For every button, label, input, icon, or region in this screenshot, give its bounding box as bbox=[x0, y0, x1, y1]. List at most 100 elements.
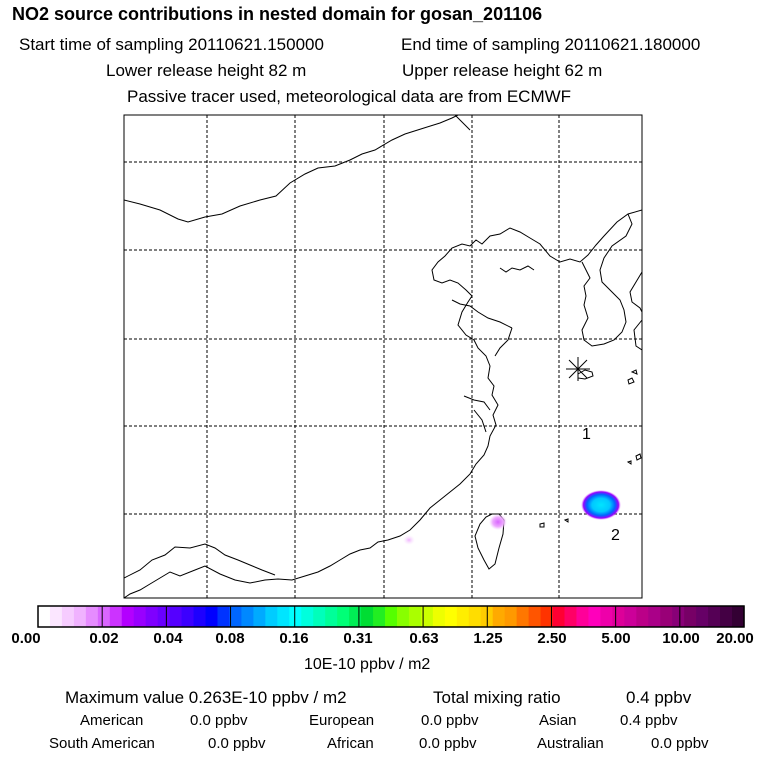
european-label: European bbox=[309, 712, 375, 729]
colorbar-swatch bbox=[193, 606, 207, 627]
colorbar-swatch bbox=[349, 606, 362, 627]
colorbar-tick: 0.08 bbox=[215, 630, 245, 647]
colorbar-swatch bbox=[684, 606, 697, 627]
plume-main bbox=[581, 490, 621, 520]
start-time-label: Start time of sampling 20110621.150000 bbox=[19, 35, 324, 54]
colorbar-swatch bbox=[73, 606, 87, 627]
colorbar-swatch bbox=[169, 606, 183, 627]
lower-release-height: Lower release height 82 m bbox=[106, 61, 307, 80]
colorbar-swatch bbox=[229, 606, 243, 627]
info-line: Passive tracer used, meteorological data… bbox=[127, 87, 572, 106]
total-mixing-value: 0.4 ppbv bbox=[626, 688, 692, 707]
colorbar-swatch bbox=[181, 606, 195, 627]
total-mixing-label: Total mixing ratio bbox=[433, 688, 561, 707]
upper-release-height: Upper release height 62 m bbox=[402, 61, 603, 80]
colorbar-swatch bbox=[121, 606, 135, 627]
colorbar-swatch bbox=[38, 606, 51, 627]
colorbar-swatch bbox=[301, 606, 314, 627]
colorbar-swatch bbox=[468, 606, 482, 627]
map-label-1: 1 bbox=[582, 426, 591, 443]
colorbar-swatch bbox=[516, 606, 530, 627]
colorbar-tick: 10.00 bbox=[662, 630, 700, 647]
colorbar-swatch bbox=[612, 606, 625, 627]
colorbar-swatch bbox=[109, 606, 123, 627]
colorbar-swatch bbox=[217, 606, 231, 627]
colorbar-tick: 0.02 bbox=[89, 630, 119, 647]
european-value: 0.0 ppbv bbox=[421, 712, 479, 729]
end-time-label: End time of sampling 20110621.180000 bbox=[401, 35, 701, 54]
colorbar-swatch bbox=[361, 606, 374, 627]
colorbar-swatch bbox=[564, 606, 578, 627]
colorbar-swatch bbox=[97, 606, 111, 627]
colorbar-swatch bbox=[672, 606, 685, 627]
colorbar-swatch bbox=[49, 606, 63, 627]
colorbar-swatch bbox=[157, 606, 171, 627]
colorbar-swatch bbox=[373, 606, 386, 627]
colorbar-swatch bbox=[277, 606, 290, 627]
map-content bbox=[124, 115, 642, 598]
colorbar-tick: 2.50 bbox=[537, 630, 567, 647]
asian-value: 0.4 ppbv bbox=[620, 712, 678, 729]
colorbar-swatch bbox=[408, 606, 422, 627]
colorbar-tick: 0.16 bbox=[279, 630, 309, 647]
page-title: NO2 source contributions in nested domai… bbox=[12, 4, 543, 24]
colorbar-swatch bbox=[61, 606, 75, 627]
colorbar-unit: 10E-10 ppbv / m2 bbox=[304, 656, 431, 673]
colorbar-swatch bbox=[265, 606, 278, 627]
colorbar-swatch bbox=[624, 606, 637, 627]
colorbar-swatch bbox=[133, 606, 147, 627]
african-value: 0.0 ppbv bbox=[419, 735, 477, 752]
asian-label: Asian bbox=[539, 712, 577, 729]
colorbar-swatch bbox=[696, 606, 709, 627]
african-label: African bbox=[327, 735, 374, 752]
colorbar-swatch bbox=[456, 606, 470, 627]
colorbar-swatch bbox=[504, 606, 518, 627]
plume-faint bbox=[403, 535, 415, 545]
colorbar-swatch bbox=[648, 606, 661, 627]
colorbar-swatch bbox=[385, 606, 398, 627]
south-american-value: 0.0 ppbv bbox=[208, 735, 266, 752]
colorbar-swatch bbox=[552, 606, 566, 627]
graticule bbox=[124, 115, 642, 598]
colorbar-tick: 0.31 bbox=[343, 630, 373, 647]
colorbar-swatch bbox=[396, 606, 410, 627]
australian-label: Australian bbox=[537, 735, 604, 752]
map-border bbox=[123, 114, 643, 599]
colorbar-swatch bbox=[289, 606, 302, 627]
colorbar-swatch bbox=[492, 606, 506, 627]
colorbar-swatch bbox=[85, 606, 99, 627]
max-value-label: Maximum value 0.263E-10 ppbv / m2 bbox=[65, 688, 347, 707]
american-value: 0.0 ppbv bbox=[190, 712, 248, 729]
receptor-star-icon bbox=[566, 357, 590, 381]
south-american-label: South American bbox=[49, 735, 155, 752]
colorbar-swatch bbox=[576, 606, 590, 627]
colorbar-swatch bbox=[241, 606, 254, 627]
colorbar-swatch bbox=[528, 606, 542, 627]
colorbar-swatch bbox=[337, 606, 350, 627]
colorbar-swatch bbox=[205, 606, 219, 627]
colorbar-swatch bbox=[313, 606, 326, 627]
colorbar-border bbox=[37, 605, 745, 628]
colorbar-swatch bbox=[660, 606, 673, 627]
colorbar-swatch bbox=[732, 606, 745, 627]
colorbar-tick: 20.00 bbox=[716, 630, 754, 647]
coastlines bbox=[124, 115, 642, 598]
colorbar-swatch bbox=[720, 606, 733, 627]
colorbar-swatch bbox=[600, 606, 613, 627]
colorbar-tick: 0.04 bbox=[153, 630, 183, 647]
colorbar-swatch bbox=[708, 606, 721, 627]
colorbar bbox=[37, 605, 745, 628]
plume-taiwan bbox=[489, 514, 507, 530]
colorbar-swatch bbox=[253, 606, 266, 627]
colorbar-tick: 1.25 bbox=[473, 630, 503, 647]
colorbar-swatch bbox=[540, 606, 554, 627]
colorbar-swatch bbox=[588, 606, 602, 627]
colorbar-swatch bbox=[444, 606, 458, 627]
colorbar-tick: 5.00 bbox=[601, 630, 631, 647]
colorbar-swatch bbox=[432, 606, 446, 627]
colorbar-swatch bbox=[325, 606, 338, 627]
colorbar-swatch bbox=[636, 606, 649, 627]
colorbar-tick: 0.00 bbox=[11, 630, 41, 647]
american-label: American bbox=[80, 712, 144, 729]
